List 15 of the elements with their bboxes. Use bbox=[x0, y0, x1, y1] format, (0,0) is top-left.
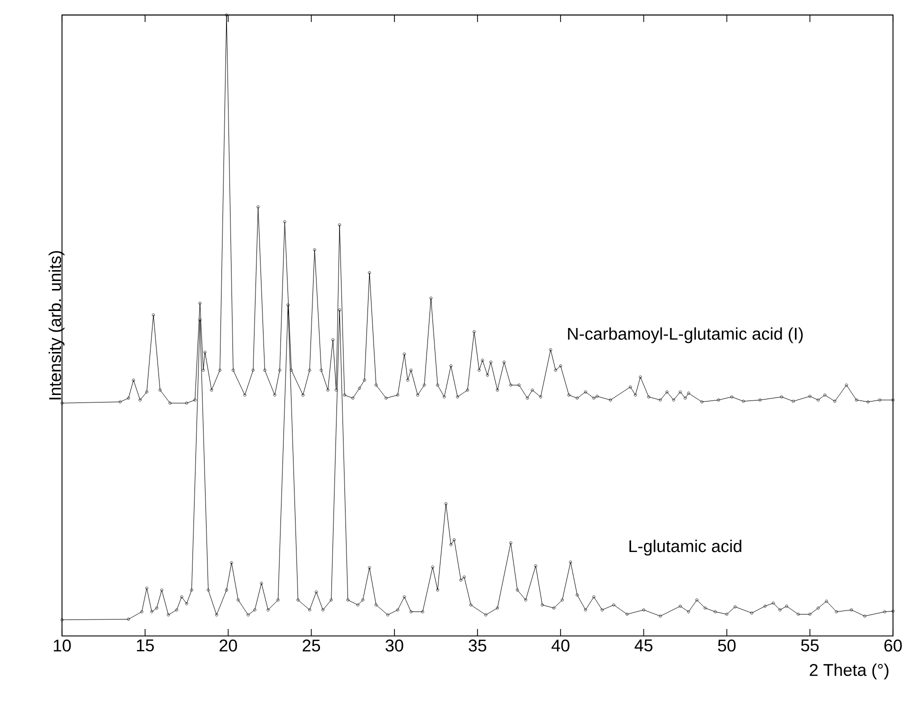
x-axis-title: 2 Theta (°) bbox=[810, 664, 888, 680]
x-tick-label: 50 bbox=[718, 640, 736, 652]
x-tick-label: 60 bbox=[884, 640, 902, 652]
x-tick-label: 30 bbox=[386, 640, 404, 652]
x-tick-label: 40 bbox=[552, 640, 570, 652]
x-tick-label: 10 bbox=[54, 640, 71, 652]
y-axis-title: Intensity (arb. units) bbox=[48, 251, 64, 400]
x-tick-label: 20 bbox=[220, 640, 237, 652]
x-tick-label: 25 bbox=[302, 640, 320, 652]
x-tick-label: 35 bbox=[468, 640, 486, 652]
text: L-glutamic acid bbox=[629, 540, 742, 556]
series-label: N-carbamoyl-L-glutamic acid (I) bbox=[568, 327, 803, 344]
x-tick-label: 15 bbox=[136, 640, 154, 652]
x-tick-label: 45 bbox=[634, 640, 652, 652]
x-tick-label: 55 bbox=[801, 640, 819, 652]
